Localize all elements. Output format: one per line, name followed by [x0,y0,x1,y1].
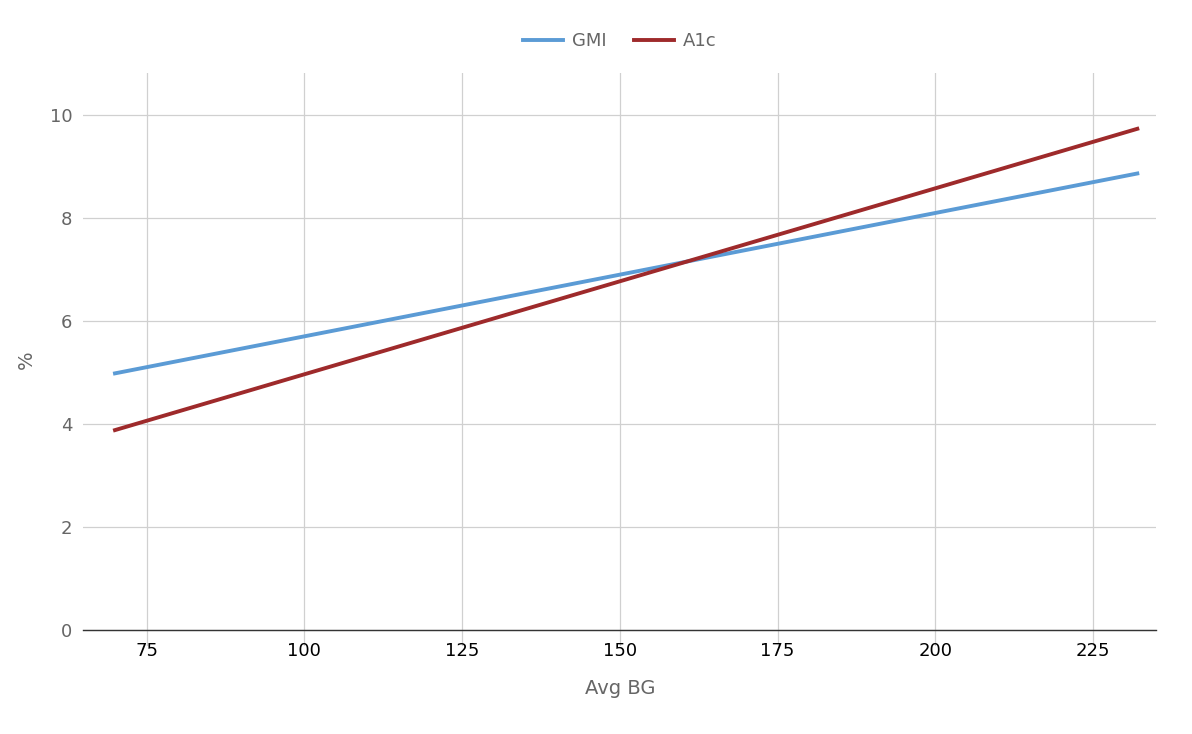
A1c [594,283,608,291]
Legend: GMI, A1c: GMI, A1c [516,25,724,58]
A1c [1105,131,1119,140]
A1c [600,281,614,290]
Line: A1c: A1c [114,128,1137,430]
A1c [107,426,122,435]
Y-axis label: %: % [17,350,36,369]
GMI [945,205,960,214]
X-axis label: Avg BG: Avg BG [584,679,656,698]
GMI [1130,169,1144,178]
GMI [662,261,676,269]
Line: GMI: GMI [114,173,1137,374]
A1c [662,263,676,272]
A1c [716,247,731,255]
GMI [600,273,614,282]
GMI [1105,174,1119,183]
GMI [716,250,731,259]
A1c [1130,124,1144,133]
A1c [945,179,960,188]
GMI [594,274,608,283]
GMI [107,369,122,378]
